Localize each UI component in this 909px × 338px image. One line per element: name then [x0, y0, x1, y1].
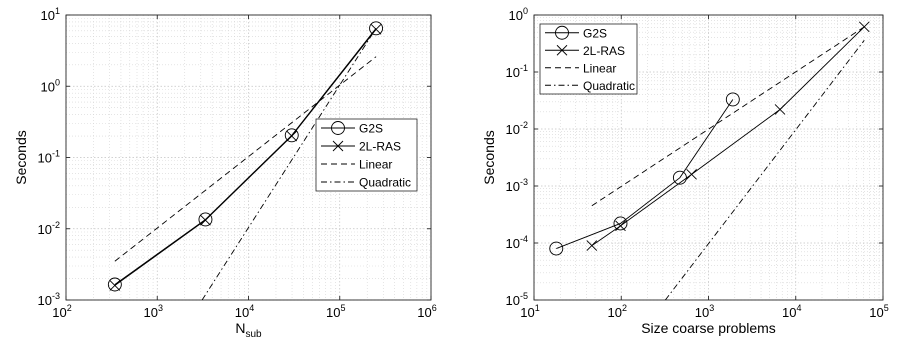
series-line	[114, 29, 377, 286]
legend-item: 2L-RAS	[545, 44, 625, 58]
legend-label: Quadratic	[359, 176, 411, 190]
legend: G2S 2L-RAS Linear Quadratic	[315, 118, 418, 192]
data-point	[613, 216, 628, 231]
legend-label: Quadratic	[583, 79, 635, 93]
y-tick-label: 10-4	[506, 234, 528, 251]
legend-item: 2L-RAS	[321, 140, 401, 154]
series-line	[556, 99, 734, 249]
chart-1: 102 103 104 105 106 10-3 10-2 10-1 100 101 Seconds…	[13, 6, 437, 338]
legend-marker	[331, 121, 345, 135]
series-quadratic	[664, 40, 865, 300]
data-point	[200, 214, 211, 226]
y-tick-label: 100	[509, 6, 528, 23]
series-g2s	[107, 21, 384, 292]
x-tick-label: 105	[869, 303, 888, 320]
legend-item: G2S	[321, 121, 383, 136]
series-g2s	[549, 92, 740, 256]
legend-marker	[332, 140, 344, 152]
y-tick-label: 10-2	[38, 220, 60, 237]
y-axis-label: Seconds	[481, 130, 497, 184]
x-tick-label: 105	[326, 303, 345, 320]
y-tick-label: 10-3	[38, 291, 60, 308]
legend-label: Linear	[359, 158, 392, 172]
data-point	[107, 277, 122, 292]
data-point	[370, 23, 382, 35]
x-tick-label: 101	[520, 303, 539, 320]
legend-box	[315, 118, 418, 192]
data-point	[109, 280, 121, 291]
series-linear	[591, 26, 865, 207]
data-point	[549, 241, 564, 256]
x-tick-label: 104	[782, 303, 801, 320]
legend-item: Linear	[545, 61, 616, 75]
y-tick-label: 10-2	[506, 120, 528, 137]
grid	[533, 14, 884, 301]
chart-2: 101 102 103 104 105 10-5 10-4 10-3 10-2 10-1 100 Se…	[481, 6, 889, 336]
x-tick-label: 102	[608, 303, 627, 320]
x-tick-label: 106	[417, 303, 436, 320]
y-tick-label: 101	[41, 6, 60, 23]
legend-item: Linear	[321, 158, 392, 172]
legend-label: G2S	[583, 26, 607, 40]
data-point	[615, 220, 626, 232]
legend-label: 2L-RAS	[583, 44, 625, 58]
data-point	[586, 240, 598, 251]
y-tick-label: 10-3	[506, 177, 528, 194]
legend-label: Linear	[583, 61, 616, 75]
data-point	[284, 128, 299, 143]
series-line	[591, 26, 865, 207]
legend-marker	[555, 25, 569, 40]
x-tick-label: 103	[695, 303, 714, 320]
legend-marker	[556, 44, 568, 56]
data-point	[286, 130, 298, 142]
data-point	[725, 92, 740, 107]
series-line	[114, 56, 377, 262]
y-tick-label: 10-5	[506, 291, 528, 308]
y-tick-label: 100	[41, 77, 60, 94]
data-point	[198, 212, 213, 227]
series-linear	[114, 56, 377, 262]
y-tick-label: 10-1	[506, 63, 528, 80]
legend-item: G2S	[545, 25, 607, 40]
x-axis-label: Nsub	[235, 320, 262, 338]
y-tick-label: 10-1	[38, 149, 60, 166]
x-tick-label: 104	[235, 303, 254, 320]
y-axis-label: Seconds	[13, 130, 29, 184]
x-axis-label: Size coarse problems	[641, 320, 776, 336]
x-tick-label: 102	[52, 303, 71, 320]
legend-label: 2L-RAS	[359, 140, 401, 154]
series-2l-ras	[109, 23, 382, 291]
x-tick-label: 103	[144, 303, 163, 320]
legend-item: Quadratic	[321, 176, 411, 190]
data-point	[686, 169, 697, 180]
series-line	[114, 28, 377, 285]
legend-item: Quadratic	[545, 79, 635, 93]
series-line	[664, 40, 865, 300]
legend: G2S 2L-RAS Linear Quadratic	[539, 23, 638, 95]
data-point	[369, 21, 384, 36]
data-point	[774, 104, 786, 115]
legend-label: G2S	[359, 122, 383, 136]
